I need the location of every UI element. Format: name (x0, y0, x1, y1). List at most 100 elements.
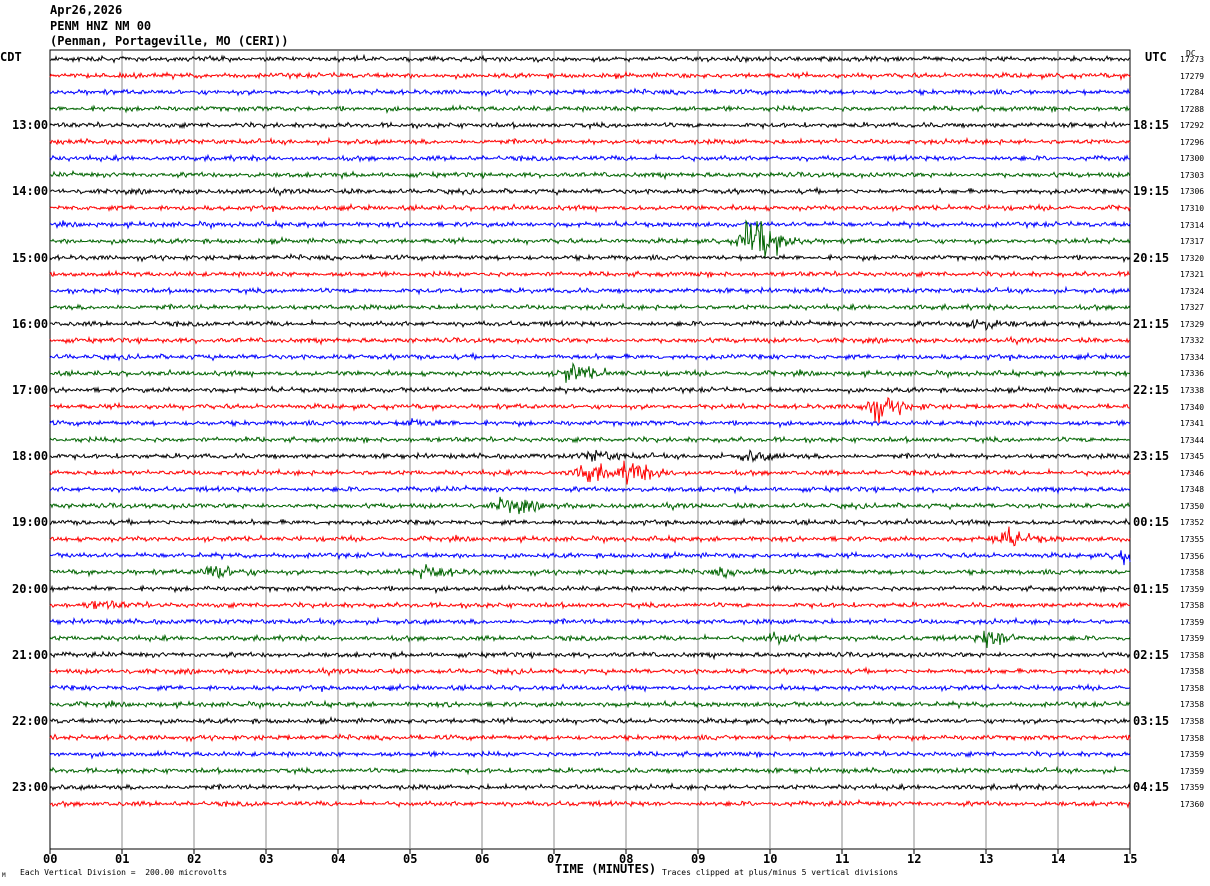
trace-row-16 (49, 318, 1131, 332)
x-tick-label: 04 (331, 852, 346, 866)
x-tick-label: 12 (907, 852, 922, 866)
trace-row-39 (49, 699, 1131, 710)
x-axis-label: TIME (MINUTES) (555, 862, 657, 876)
right-time-label: 00:15 (1133, 515, 1170, 530)
dc-offset-label: 17358 (1180, 683, 1205, 693)
trace-row-13 (49, 269, 1131, 279)
x-tick-label: 06 (475, 852, 490, 866)
dc-offset-label: 17358 (1180, 733, 1205, 743)
trace-row-20 (49, 385, 1131, 395)
trace-row-31 (49, 564, 1131, 580)
x-tick-label: 15 (1123, 852, 1138, 866)
x-tick-label: 10 (763, 852, 778, 866)
trace-row-8 (49, 186, 1131, 197)
dc-offset-label: 17358 (1180, 667, 1205, 677)
trace-row-36 (49, 649, 1131, 661)
dc-offset-label: 17321 (1180, 270, 1205, 280)
x-tick-label: 05 (403, 852, 418, 866)
dc-offset-label: 17310 (1180, 203, 1205, 213)
trace-row-3 (49, 104, 1131, 115)
trace-row-42 (49, 749, 1131, 760)
trace-row-7 (50, 169, 1131, 181)
trace-row-2 (49, 87, 1131, 98)
dc-offset-label: 17358 (1180, 700, 1205, 710)
left-time-label: 20:00 (12, 581, 49, 596)
trace-row-43 (49, 765, 1131, 776)
dc-offset-label: 17340 (1180, 402, 1205, 412)
header-station: PENM HNZ NM 00 (50, 19, 152, 33)
dc-offset-label: 17358 (1180, 717, 1205, 726)
trace-row-25 (49, 460, 1131, 485)
dc-offset-label: 17336 (1180, 369, 1205, 379)
left-time-label: 17:00 (12, 383, 49, 397)
trace-row-29 (49, 526, 1131, 547)
dc-offset-label: 17341 (1180, 419, 1205, 429)
trace-row-10 (49, 219, 1131, 230)
right-time-label: 19:15 (1133, 184, 1170, 199)
trace-row-21 (49, 396, 1131, 424)
trace-row-34 (49, 616, 1131, 627)
plot-grid (49, 49, 1131, 854)
x-tick-label: 11 (835, 852, 850, 866)
dc-offset-label: 17358 (1180, 568, 1205, 578)
trace-row-15 (49, 302, 1131, 312)
left-time-label: 13:00 (12, 118, 49, 133)
trace-row-4 (49, 120, 1131, 131)
dc-offset-label: 17284 (1180, 88, 1205, 98)
trace-row-0 (49, 53, 1131, 64)
x-tick-label: 01 (115, 852, 130, 866)
left-time-label: 23:00 (12, 780, 49, 795)
trace-row-33 (49, 600, 1131, 611)
dc-offset-label: 17314 (1180, 220, 1205, 230)
dc-offset-label: 17360 (1180, 799, 1205, 809)
dc-offset-label: 17288 (1180, 104, 1205, 114)
dc-offset-label: 17359 (1180, 750, 1205, 760)
trace-row-38 (49, 682, 1131, 693)
clip-note: Traces clipped at plus/minus 5 vertical … (662, 868, 899, 877)
trace-row-18 (49, 351, 1131, 362)
trace-row-35 (49, 630, 1131, 649)
right-time-label: 18:15 (1133, 118, 1170, 133)
trace-row-22 (49, 418, 1131, 429)
scale-note: Each Vertical Division = 200.00 microvol… (20, 868, 228, 877)
x-tick-label: 08 (619, 852, 634, 866)
trace-row-27 (49, 496, 1131, 515)
dc-offset-label: 17358 (1180, 650, 1205, 660)
dc-offset-label: 17359 (1180, 617, 1205, 627)
dc-offset-label: 17329 (1180, 319, 1205, 329)
right-time-label: 22:15 (1133, 383, 1170, 397)
trace-row-44 (49, 782, 1131, 792)
x-tick-label: 14 (1051, 852, 1066, 866)
trace-row-14 (49, 285, 1131, 296)
trace-row-40 (49, 716, 1131, 727)
dc-offset-label: 17346 (1180, 468, 1205, 478)
right-time-label: 04:15 (1133, 780, 1170, 795)
trace-group (49, 53, 1131, 809)
corner-mark: M (2, 872, 6, 879)
dc-offset-label: 17279 (1180, 71, 1205, 81)
left-time-label: 16:00 (12, 316, 49, 331)
left-time-label: 22:00 (12, 714, 49, 728)
dc-offset-label: 17332 (1180, 336, 1205, 346)
trace-row-30 (49, 550, 1131, 566)
trace-row-23 (49, 435, 1131, 445)
dc-offset-label: 17327 (1180, 303, 1205, 313)
dc-offset-label: 17317 (1180, 237, 1205, 247)
trace-row-12 (49, 252, 1131, 264)
dc-offset-label: 17355 (1180, 534, 1205, 544)
dc-offset-label: 17359 (1180, 584, 1205, 594)
x-tick-label: 02 (187, 852, 202, 866)
left-time-label: 19:00 (12, 515, 49, 530)
trace-row-28 (49, 517, 1131, 528)
dc-offset-label: 17359 (1180, 766, 1205, 776)
x-tick-label: 13 (979, 852, 994, 866)
right-time-label: 23:15 (1133, 449, 1170, 464)
header-location: (Penman, Portageville, MO (CERI)) (50, 34, 289, 48)
x-tick-label: 03 (259, 852, 274, 866)
right-time-label: 01:15 (1133, 581, 1170, 596)
left-time-label: 14:00 (12, 184, 49, 199)
plot-frame (49, 49, 1131, 850)
trace-row-1 (49, 70, 1131, 82)
right-time-label: 03:15 (1133, 714, 1170, 728)
right-timezone-label: UTC (1145, 50, 1167, 64)
